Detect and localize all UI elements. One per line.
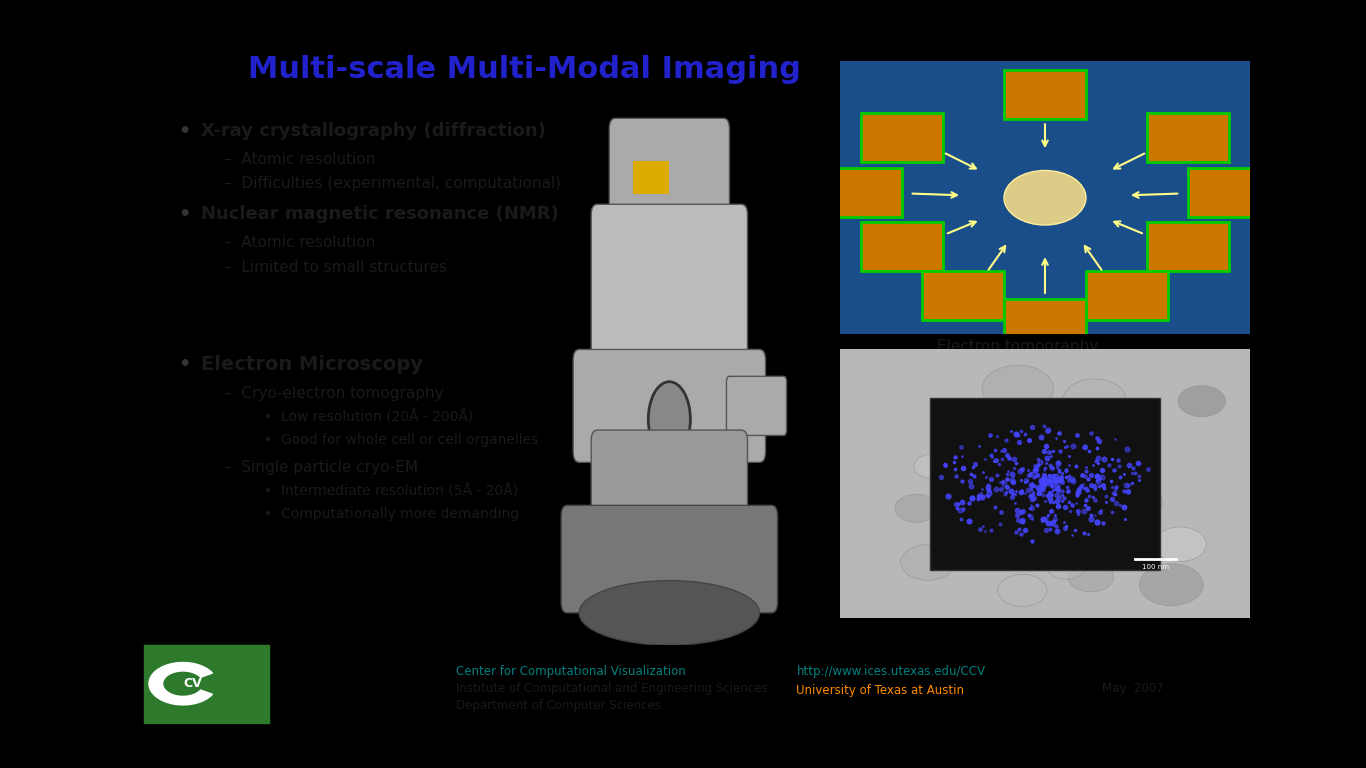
Bar: [634, 161, 669, 194]
Circle shape: [1046, 554, 1086, 579]
FancyBboxPatch shape: [1004, 70, 1086, 119]
Circle shape: [1015, 495, 1061, 525]
Circle shape: [951, 440, 988, 464]
Text: •: •: [179, 205, 191, 224]
Circle shape: [951, 419, 1005, 455]
Text: (Picture from A.J. Koster et al, JSB, 1997): (Picture from A.J. Koster et al, JSB, 19…: [912, 361, 1123, 371]
FancyBboxPatch shape: [727, 376, 787, 435]
Text: CV: CV: [184, 677, 202, 690]
Text: Nuclear magnetic resonance (NMR): Nuclear magnetic resonance (NMR): [201, 205, 559, 223]
Text: •  Low resolution (20Å - 200Å): • Low resolution (20Å - 200Å): [264, 410, 473, 425]
Text: –  Atomic resolution: – Atomic resolution: [224, 151, 376, 167]
Text: •  Good for whole cell or cell organelles: • Good for whole cell or cell organelles: [264, 433, 538, 447]
Circle shape: [895, 495, 937, 522]
FancyBboxPatch shape: [1086, 271, 1168, 320]
Text: Electron tomography: Electron tomography: [937, 339, 1098, 354]
Text: –  Single particle cryo-EM: – Single particle cryo-EM: [224, 460, 418, 475]
Ellipse shape: [579, 581, 759, 645]
Circle shape: [1177, 386, 1225, 417]
Text: •: •: [179, 122, 191, 141]
Circle shape: [649, 382, 690, 457]
Text: Department of Computer Sciences: Department of Computer Sciences: [456, 699, 661, 711]
FancyBboxPatch shape: [820, 167, 902, 217]
Wedge shape: [149, 663, 213, 705]
Circle shape: [997, 574, 1046, 607]
Text: University of Texas at Austin: University of Texas at Austin: [796, 684, 964, 697]
Bar: [930, 398, 1160, 570]
FancyBboxPatch shape: [591, 204, 747, 387]
Text: –  Difficulties (experimental, computational): – Difficulties (experimental, computatio…: [224, 177, 561, 191]
FancyBboxPatch shape: [574, 349, 765, 462]
Circle shape: [1063, 379, 1126, 420]
FancyBboxPatch shape: [591, 430, 747, 538]
Circle shape: [1033, 444, 1071, 469]
Circle shape: [1068, 562, 1113, 592]
Text: Electron Microscopy: Electron Microscopy: [201, 355, 423, 374]
Text: http://www.ices.utexas.edu/CCV: http://www.ices.utexas.edu/CCV: [796, 664, 985, 677]
FancyBboxPatch shape: [609, 118, 729, 237]
FancyBboxPatch shape: [1004, 299, 1086, 348]
Text: Center for Computational Visualization: Center for Computational Visualization: [456, 664, 686, 677]
Circle shape: [982, 366, 1053, 412]
FancyBboxPatch shape: [922, 271, 1004, 320]
Text: Multi-scale Multi-Modal Imaging: Multi-scale Multi-Modal Imaging: [247, 55, 800, 84]
Circle shape: [900, 545, 955, 581]
FancyBboxPatch shape: [1188, 167, 1270, 217]
Circle shape: [1154, 527, 1206, 561]
FancyBboxPatch shape: [861, 222, 943, 271]
Circle shape: [1004, 170, 1086, 225]
Text: 100 nm: 100 nm: [1142, 564, 1169, 571]
Text: X-ray crystallography (diffraction): X-ray crystallography (diffraction): [201, 122, 546, 140]
Text: –  Atomic resolution: – Atomic resolution: [224, 235, 376, 250]
FancyBboxPatch shape: [561, 505, 777, 613]
Circle shape: [1097, 521, 1138, 549]
FancyBboxPatch shape: [1147, 222, 1229, 271]
Text: Institute of Computational and Engineering Sciences: Institute of Computational and Engineeri…: [456, 681, 768, 694]
Circle shape: [979, 418, 1049, 462]
Text: •  Computationally more demanding: • Computationally more demanding: [264, 507, 519, 521]
Text: •: •: [179, 355, 191, 374]
FancyBboxPatch shape: [861, 113, 943, 162]
Circle shape: [914, 455, 951, 478]
Text: May  2007: May 2007: [1102, 681, 1164, 694]
Text: •  Intermediate resolution (5Å - 20Å): • Intermediate resolution (5Å - 20Å): [264, 485, 518, 499]
FancyBboxPatch shape: [145, 645, 269, 723]
Circle shape: [994, 469, 1045, 502]
Circle shape: [1090, 478, 1162, 526]
Text: –  Limited to small structures: – Limited to small structures: [224, 260, 447, 275]
Circle shape: [943, 488, 1004, 528]
Text: Single particle cryo-EM: Single particle cryo-EM: [929, 595, 1106, 611]
Circle shape: [1104, 511, 1150, 542]
FancyBboxPatch shape: [1147, 113, 1229, 162]
Circle shape: [1075, 419, 1109, 441]
Circle shape: [1078, 444, 1137, 482]
Text: –  Cryo-electron tomography: – Cryo-electron tomography: [224, 386, 444, 400]
Circle shape: [1139, 564, 1203, 606]
Circle shape: [963, 402, 1020, 439]
Circle shape: [1060, 458, 1106, 488]
